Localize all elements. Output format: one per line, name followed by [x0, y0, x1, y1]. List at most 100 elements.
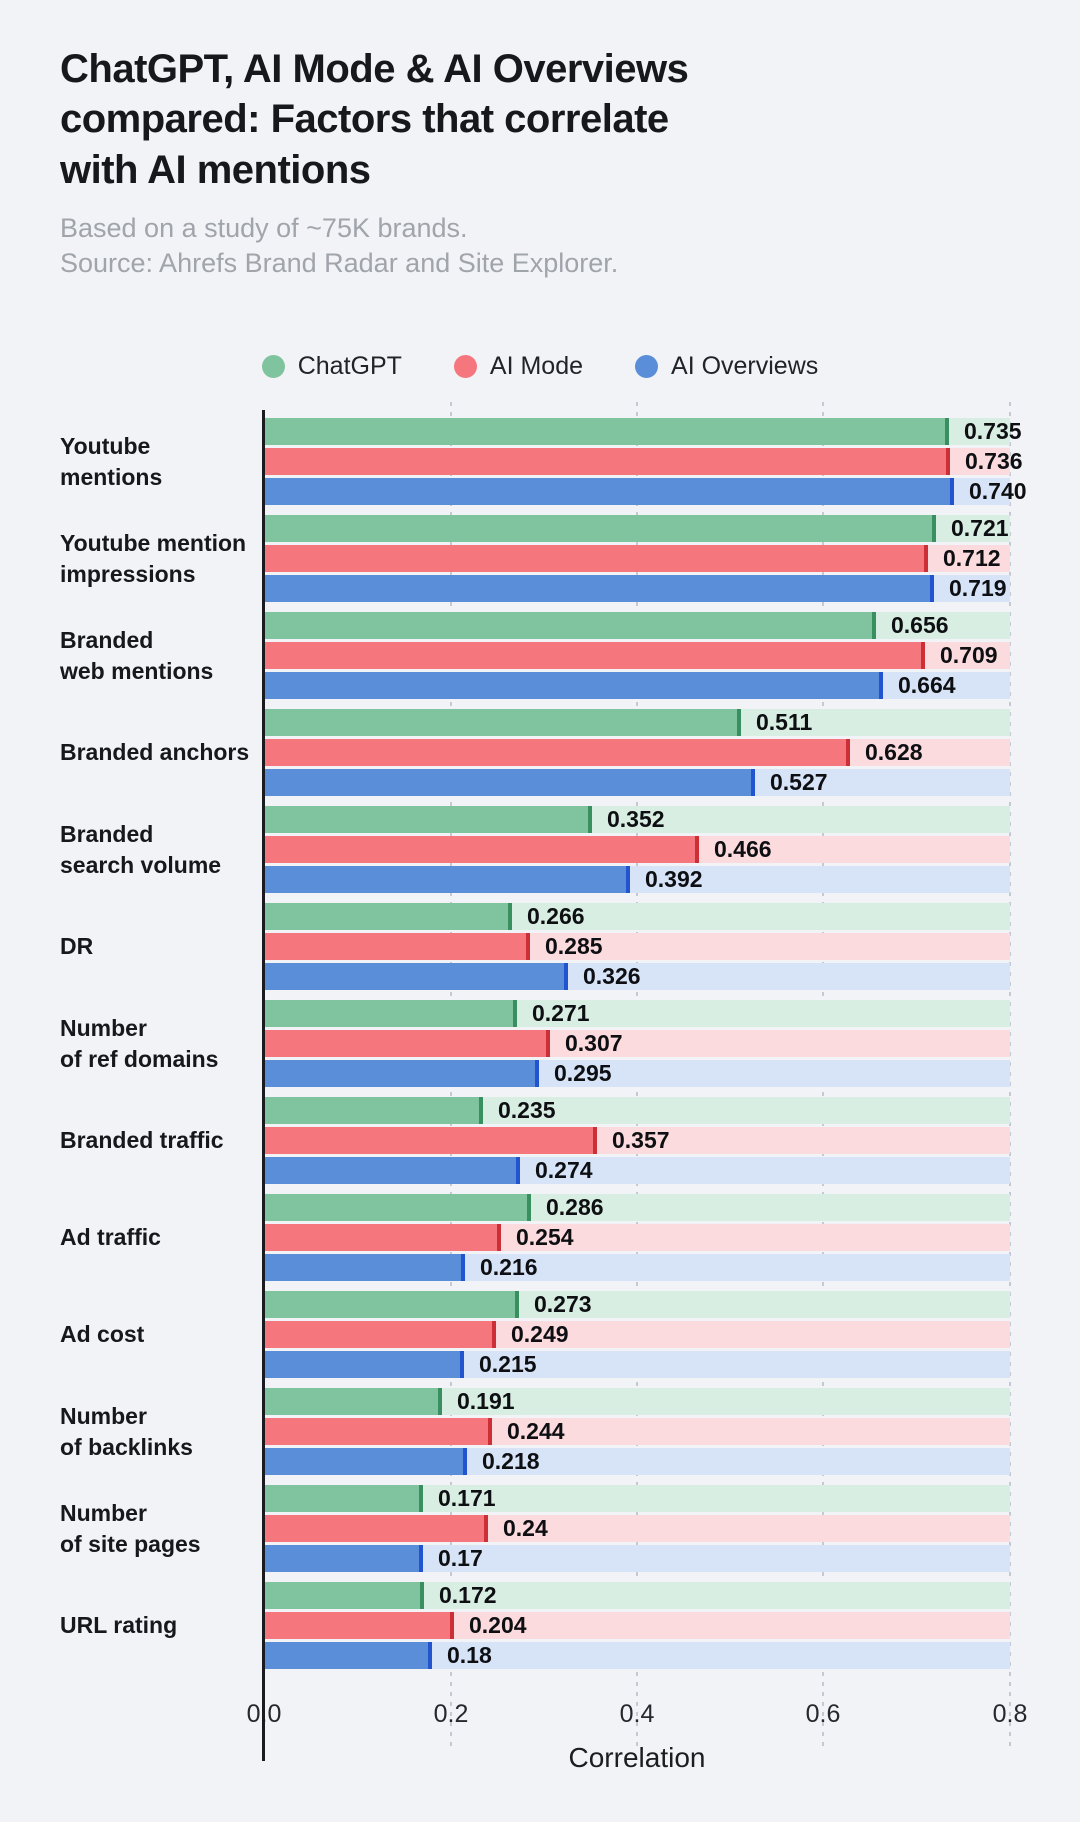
category-label-line: Ad traffic: [60, 1224, 161, 1251]
bar-value-label: 0.712: [943, 545, 1001, 571]
bar-row-ai-mode: 0.357: [264, 1127, 1010, 1154]
legend-label: ChatGPT: [297, 352, 402, 380]
category-label-dr: DR: [60, 903, 264, 990]
bar-ai-mode: [264, 1224, 501, 1251]
bar-value-label: 0.215: [479, 1351, 537, 1377]
bar-ai-overviews: [264, 1351, 464, 1378]
bar-ai-overviews: [264, 1545, 423, 1572]
bar-chatgpt: [264, 418, 949, 445]
bar-track-chatgpt: [442, 1388, 1010, 1415]
bar-row-chatgpt: 0.286: [264, 1194, 1010, 1221]
bar-chatgpt: [264, 1291, 519, 1318]
bar-value-label: 0.392: [645, 866, 703, 892]
bar-group-url-rating: URL rating 0.172 0.204 0.18: [0, 1582, 1080, 1669]
bar-row-chatgpt: 0.266: [264, 903, 1010, 930]
bar-track-chatgpt: [423, 1485, 1010, 1512]
bar-row-ai-mode: 0.254: [264, 1224, 1010, 1251]
bar-track-ai-overviews: [954, 478, 1010, 505]
bar-row-ai-mode: 0.285: [264, 933, 1010, 960]
bar-track-chatgpt: [592, 806, 1010, 833]
bar-track-ai-mode: [950, 448, 1010, 475]
bar-ai-mode: [264, 448, 950, 475]
bar-value-label: 0.204: [469, 1612, 527, 1638]
bar-value-label: 0.511: [756, 709, 813, 735]
bar-value-label: 0.628: [865, 739, 923, 765]
bar-value-label: 0.18: [447, 1642, 492, 1668]
bar-track-ai-overviews: [630, 866, 1010, 893]
bar-chatgpt: [264, 1485, 423, 1512]
category-label-ad-cost: Ad cost: [60, 1291, 264, 1378]
bar-ai-overviews: [264, 478, 954, 505]
x-tick-0.2: 0.2: [433, 1700, 469, 1728]
category-label-line: Branded: [60, 821, 154, 848]
x-axis-ticks: 0.00.20.40.60.8: [0, 1699, 1080, 1729]
bar-chatgpt: [264, 1388, 442, 1415]
bar-rows: 0.235 0.357 0.274: [264, 1097, 1010, 1184]
category-label-line: Ad cost: [60, 1321, 145, 1348]
bar-ai-overviews: [264, 1060, 539, 1087]
bar-group-branded-traffic: Branded traffic 0.235 0.357 0.274: [0, 1097, 1080, 1184]
bar-chatgpt: [264, 1582, 424, 1609]
bar-track-chatgpt: [519, 1291, 1010, 1318]
bar-value-label: 0.172: [439, 1582, 497, 1608]
bar-row-ai-overviews: 0.218: [264, 1448, 1010, 1475]
bar-track-ai-mode: [488, 1515, 1010, 1542]
legend-item-ai-mode: AI Mode: [453, 352, 583, 381]
bar-group-youtube-mention-impressions: Youtube mention impressions 0.721 0.712 0.71…: [0, 515, 1080, 602]
bar-track-ai-overviews: [464, 1351, 1010, 1378]
bar-ai-overviews: [264, 1448, 467, 1475]
bar-value-label: 0.527: [770, 769, 828, 795]
bar-track-ai-overviews: [467, 1448, 1010, 1475]
category-label-line: search volume: [60, 851, 222, 878]
bar-track-ai-mode: [530, 933, 1010, 960]
bar-value-label: 0.740: [969, 478, 1027, 504]
bar-chatgpt: [264, 515, 936, 542]
bar-value-label: 0.191: [457, 1388, 515, 1414]
bar-row-chatgpt: 0.656: [264, 612, 1010, 639]
bar-row-ai-mode: 0.244: [264, 1418, 1010, 1445]
page-title-line-3: with AI mentions: [60, 147, 371, 192]
x-tick-0.8: 0.8: [992, 1700, 1028, 1728]
category-label-youtube-mentions: Youtube mentions: [60, 418, 264, 505]
bar-value-label: 0.274: [535, 1157, 593, 1183]
bar-ai-overviews: [264, 1254, 465, 1281]
bar-track-ai-overviews: [423, 1545, 1010, 1572]
category-label-line: Branded: [60, 627, 154, 654]
legend-item-chatgpt: ChatGPT: [261, 352, 402, 381]
bar-track-chatgpt: [483, 1097, 1010, 1124]
bar-value-label: 0.244: [507, 1418, 565, 1444]
bar-rows: 0.266 0.285 0.326: [264, 903, 1010, 990]
category-label-line: of backlinks: [60, 1433, 193, 1460]
bar-row-ai-overviews: 0.527: [264, 769, 1010, 796]
category-label-line: Youtube: [60, 433, 151, 460]
category-label-line: Number: [60, 1015, 147, 1042]
legend-dot-icon: [453, 355, 477, 378]
bar-ai-mode: [264, 1515, 488, 1542]
bar-group-number-of-site-pages: Number of site pages 0.171 0.24 0.17: [0, 1485, 1080, 1572]
bar-row-ai-overviews: 0.719: [264, 575, 1010, 602]
bar-chatgpt: [264, 709, 741, 736]
bar-track-ai-mode: [928, 545, 1010, 572]
bar-track-ai-overviews: [539, 1060, 1010, 1087]
category-label-branded-traffic: Branded traffic: [60, 1097, 264, 1184]
bar-track-ai-mode: [699, 836, 1010, 863]
bar-track-ai-mode: [597, 1127, 1010, 1154]
bar-track-ai-mode: [501, 1224, 1010, 1251]
bar-ai-overviews: [264, 866, 630, 893]
bar-value-label: 0.307: [565, 1030, 623, 1056]
bar-row-ai-overviews: 0.17: [264, 1545, 1010, 1572]
bar-row-ai-overviews: 0.18: [264, 1642, 1010, 1669]
bar-chart: Youtube mentions 0.735 0.736 0.740 Youtube me…: [0, 402, 1080, 1761]
bar-row-ai-mode: 0.628: [264, 739, 1010, 766]
category-label-url-rating: URL rating: [60, 1582, 264, 1669]
bar-track-chatgpt: [741, 709, 1010, 736]
page-subtitle: Based on a study of ~75K brands. Source: …: [60, 211, 1040, 281]
bar-track-ai-mode: [454, 1612, 1010, 1639]
bar-row-ai-mode: 0.24: [264, 1515, 1010, 1542]
bar-value-label: 0.352: [607, 806, 665, 832]
page-subtitle-line-1: Based on a study of ~75K brands.: [60, 213, 468, 244]
bar-value-label: 0.709: [940, 642, 998, 668]
bar-group-youtube-mentions: Youtube mentions 0.735 0.736 0.740: [0, 418, 1080, 505]
bar-row-ai-mode: 0.712: [264, 545, 1010, 572]
bar-value-label: 0.271: [532, 1000, 590, 1026]
